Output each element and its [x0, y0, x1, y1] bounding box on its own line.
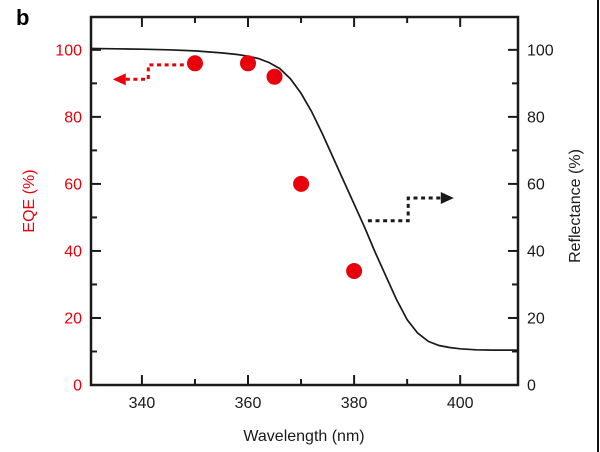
x-axis-tick-label: 400	[447, 395, 474, 412]
reflectance-curve	[90, 47, 518, 351]
eqe-data-point	[293, 175, 310, 192]
right-axis-tick-label: 40	[527, 243, 545, 260]
right-axis-tick-label: 80	[527, 109, 545, 126]
eqe-axis-arrow	[125, 63, 184, 81]
reflectance-axis-arrow-head	[440, 191, 454, 204]
x-axis-title: Wavelength (nm)	[243, 428, 365, 445]
x-axis-tick-label: 380	[341, 395, 368, 412]
right-axis-tick-label: 0	[527, 378, 536, 395]
screenshot-right-border	[597, 0, 599, 452]
right-axis-tick-label: 60	[527, 176, 545, 193]
plot-frame	[89, 15, 520, 387]
reflectance-axis-arrow	[367, 196, 442, 223]
left-axis-tick-label: 40	[64, 243, 82, 260]
left-axis-tick-label: 80	[64, 109, 82, 126]
panel-label: b	[16, 5, 30, 30]
right-axis-tick-label: 100	[527, 42, 554, 59]
eqe-data-point	[240, 55, 256, 72]
eqe-data-point	[266, 68, 283, 85]
eqe-data-point	[187, 55, 203, 72]
left-axis-tick-label: 100	[55, 42, 82, 59]
eqe-axis-arrow-head	[112, 73, 126, 86]
right-axis-tick-label: 20	[527, 310, 545, 327]
left-axis-tick-label: 60	[64, 176, 82, 193]
left-axis-tick-label: 20	[64, 310, 82, 327]
x-axis-tick-label: 360	[235, 395, 262, 412]
left-axis-tick-label: 0	[73, 378, 82, 395]
x-axis-tick-label: 340	[129, 395, 156, 412]
eqe-data-point	[346, 263, 363, 279]
